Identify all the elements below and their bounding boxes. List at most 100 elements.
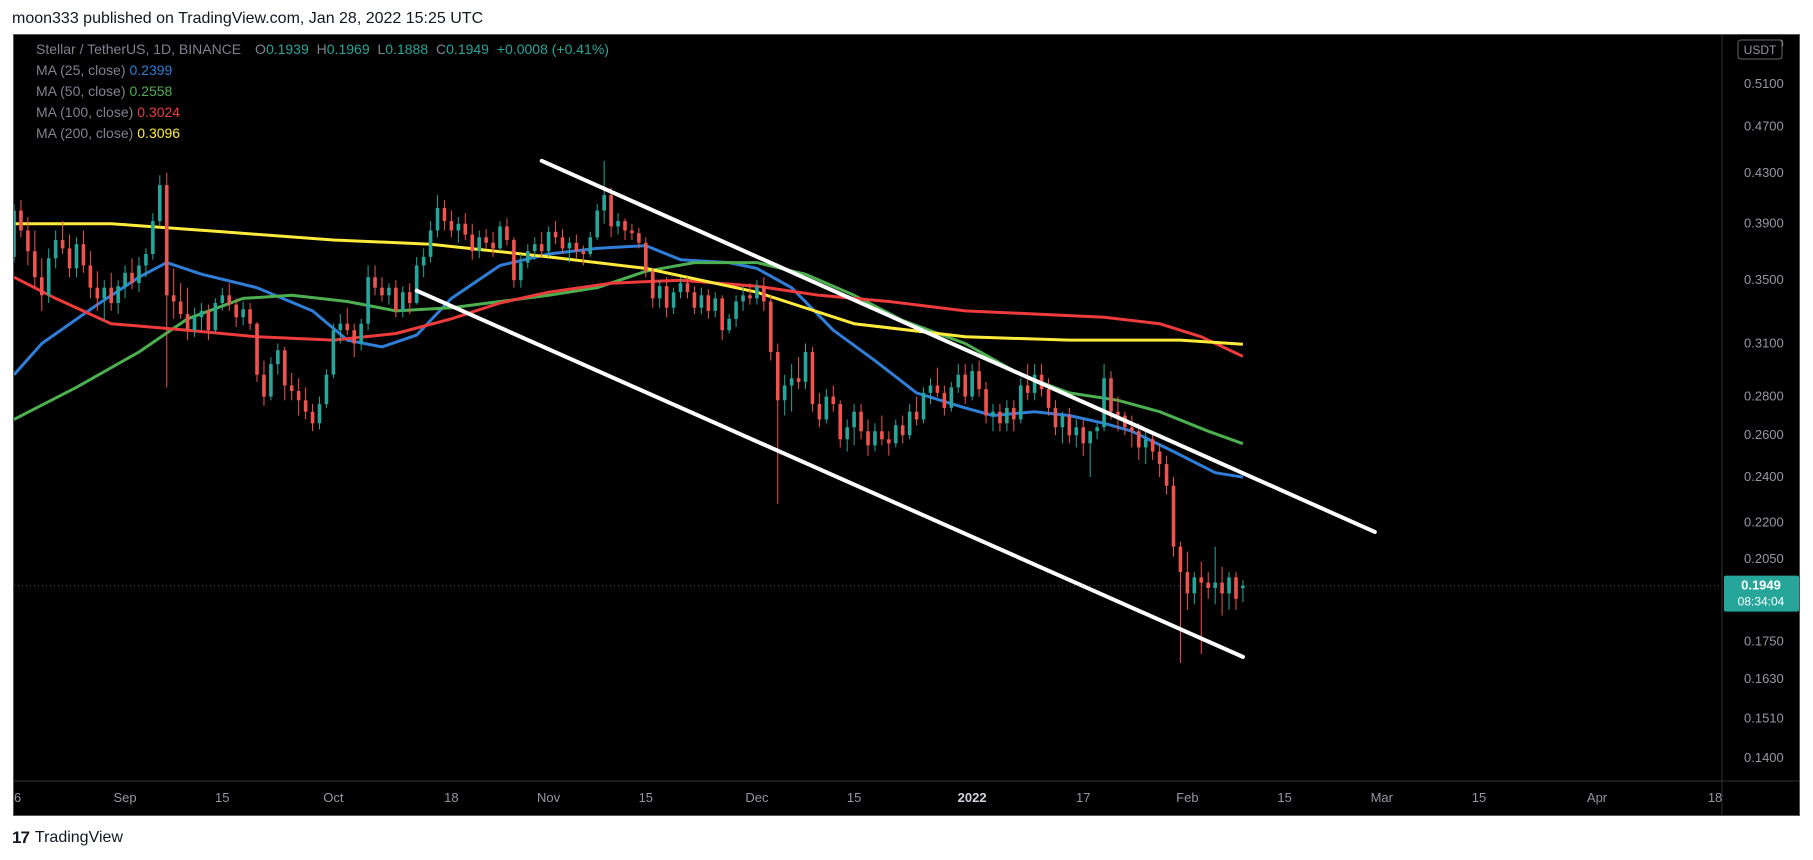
candle-body xyxy=(824,396,829,420)
currency-badge xyxy=(1737,39,1783,60)
candle-body xyxy=(525,251,530,263)
ma25-legend: MA (25, close) 0.2399 xyxy=(36,62,172,78)
candle-body xyxy=(1025,385,1030,393)
candle-body xyxy=(1116,411,1120,416)
candle-body xyxy=(269,364,273,397)
candle-body xyxy=(1088,431,1092,444)
currency-badge-label: USDT xyxy=(1744,43,1777,57)
candle-body xyxy=(81,244,86,266)
footer-brand[interactable]: 17 TradingView xyxy=(12,828,123,848)
candle-body xyxy=(789,378,794,386)
candle-body xyxy=(324,374,329,405)
candle-body xyxy=(310,411,315,424)
x-tick-label: Dec xyxy=(745,790,769,805)
candle-body xyxy=(623,221,627,231)
y-tick-label: 0.1750 xyxy=(1744,634,1784,649)
candle-body xyxy=(970,371,974,397)
candle-body xyxy=(859,411,863,432)
chart-frame[interactable]: 0.55000.51000.47000.43000.39000.35000.31… xyxy=(13,34,1800,816)
candle-body xyxy=(713,298,718,311)
y-tick-label: 0.4300 xyxy=(1744,165,1784,180)
candle-body xyxy=(95,287,100,299)
candle-body xyxy=(1199,577,1204,583)
candle-body xyxy=(1150,439,1155,452)
candle-body xyxy=(14,210,16,257)
high-value: 0.1969 xyxy=(326,41,370,57)
symbol-label: Stellar / TetherUS, 1D, BINANCE xyxy=(36,41,242,57)
candle-body xyxy=(373,277,377,288)
candle-body xyxy=(519,262,523,281)
candle-body xyxy=(491,242,495,249)
candle-body xyxy=(914,411,919,420)
ma200-legend: MA (200, close) 0.3096 xyxy=(36,125,180,141)
candle-body xyxy=(998,411,1002,424)
candle-body xyxy=(949,387,954,408)
x-tick-label: 15 xyxy=(1277,790,1291,805)
candle-body xyxy=(401,292,405,311)
countdown-label: 08:34:04 xyxy=(1738,595,1785,609)
ma100-legend: MA (100, close) 0.3024 xyxy=(36,104,180,120)
candle-body xyxy=(1171,485,1176,547)
candle-body xyxy=(289,385,294,392)
x-tick-label: 15 xyxy=(639,790,653,805)
candle-body xyxy=(1005,407,1009,424)
candle-body xyxy=(74,244,79,269)
y-tick-label: 0.2800 xyxy=(1744,389,1784,404)
ma50-value: 0.2558 xyxy=(129,83,173,99)
candle-body xyxy=(39,277,44,296)
candle-body xyxy=(248,309,252,324)
y-tick-label: 0.5100 xyxy=(1744,76,1784,91)
candle-body xyxy=(942,392,947,408)
ma-line-2 xyxy=(14,275,1244,358)
y-tick-label: 0.1510 xyxy=(1744,711,1784,726)
last-price-label: 0.1949 xyxy=(1741,578,1781,593)
candle-body xyxy=(192,317,197,331)
lower-channel-line xyxy=(414,288,1245,659)
close-label: C xyxy=(436,41,447,57)
candle-body xyxy=(435,207,440,231)
candle-body xyxy=(845,427,849,440)
x-tick-label: 15 xyxy=(847,790,861,805)
candle-body xyxy=(130,272,134,284)
x-tick-label: Oct xyxy=(323,790,344,805)
candle-body xyxy=(657,286,662,299)
candle-body xyxy=(331,330,336,375)
x-tick-label: 15 xyxy=(1472,790,1486,805)
candle-body xyxy=(1213,582,1217,588)
ma200-label: MA (200, close) xyxy=(36,125,134,141)
candle-body xyxy=(46,258,51,296)
ma50-label: MA (50, close) xyxy=(36,83,126,99)
candle-body xyxy=(303,400,308,412)
candle-body xyxy=(644,242,648,272)
candle-body xyxy=(782,385,787,401)
x-tick-label: 18 xyxy=(1708,790,1722,805)
ma25-value: 0.2399 xyxy=(129,62,173,78)
candle-body xyxy=(637,233,641,243)
price-chart[interactable]: 0.55000.51000.47000.43000.39000.35000.31… xyxy=(14,35,1799,815)
candle-body xyxy=(366,277,370,324)
candle-body xyxy=(1241,585,1245,589)
candle-body xyxy=(671,292,676,308)
candle-body xyxy=(977,371,981,390)
candle-body xyxy=(151,221,155,255)
candle-body xyxy=(178,301,183,315)
candle-body xyxy=(199,310,204,318)
ma100-value: 0.3024 xyxy=(137,104,181,120)
candle-body xyxy=(442,207,447,222)
candle-body xyxy=(1060,415,1065,428)
candle-body xyxy=(1157,451,1162,465)
candle-body xyxy=(26,230,30,252)
candle-body xyxy=(60,240,65,249)
x-tick-label: Nov xyxy=(537,790,561,805)
candle-body xyxy=(935,385,940,393)
candle-body xyxy=(206,310,211,331)
candle-body xyxy=(893,425,898,444)
ma100-label: MA (100, close) xyxy=(36,104,134,120)
candle-body xyxy=(616,221,620,227)
high-label: H xyxy=(316,41,327,57)
candle-body xyxy=(602,195,606,211)
ma-line-1 xyxy=(14,261,1244,446)
candle-body xyxy=(484,237,488,243)
candle-body xyxy=(699,295,704,308)
x-tick-label: 17 xyxy=(1076,790,1090,805)
